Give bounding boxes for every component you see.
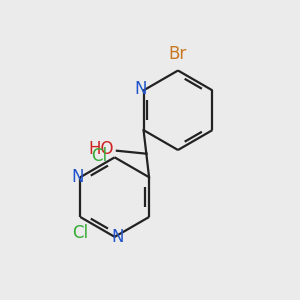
Text: N: N (134, 80, 147, 98)
Text: N: N (71, 168, 83, 186)
Text: HO: HO (88, 140, 114, 158)
Text: Cl: Cl (72, 224, 88, 242)
Text: N: N (111, 228, 124, 246)
Text: Br: Br (169, 45, 187, 63)
Text: Cl: Cl (91, 147, 107, 165)
